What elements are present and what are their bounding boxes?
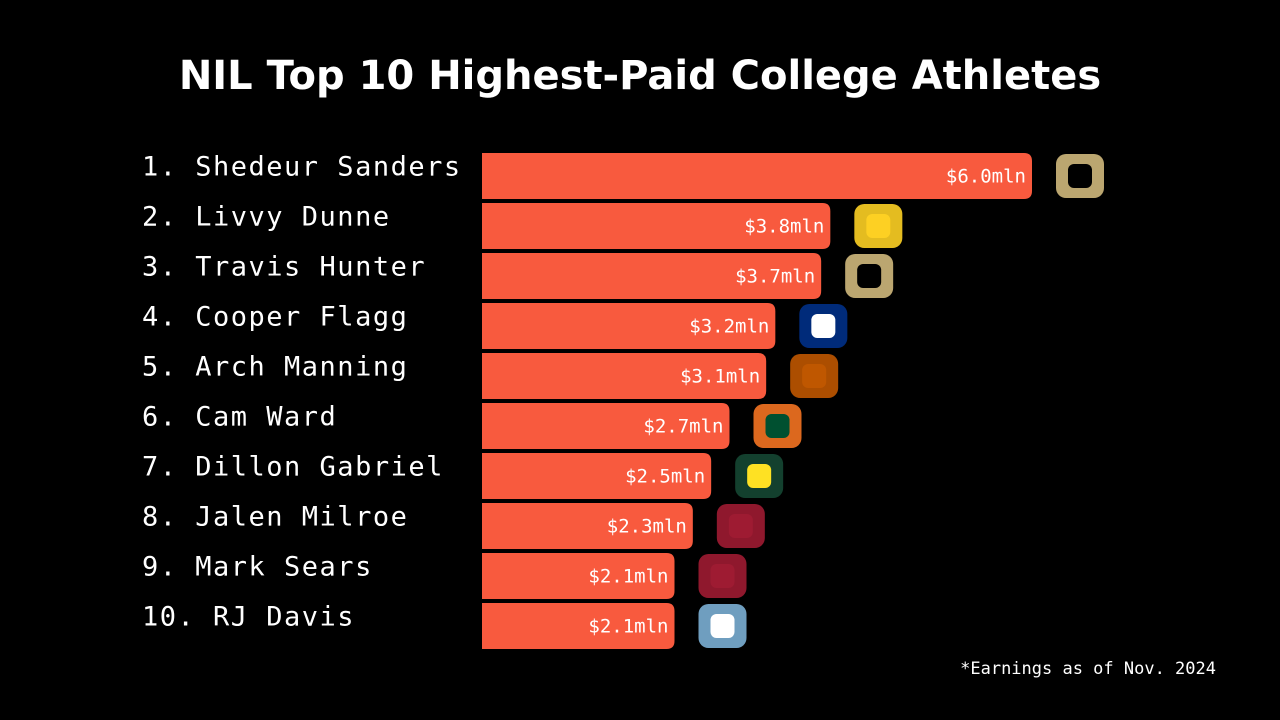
athlete-label: 5. Arch Manning [142, 352, 408, 383]
school-logo-inner [765, 414, 790, 438]
value-label: $2.3mln [607, 516, 687, 538]
school-logo-inner [1068, 164, 1092, 188]
bar [482, 553, 675, 599]
bar [482, 503, 693, 549]
value-label: $2.5mln [625, 466, 705, 488]
bar [482, 253, 822, 299]
athlete-label: 3. Travis Hunter [142, 252, 426, 283]
value-label: $3.2mln [689, 316, 769, 338]
athlete-label: 4. Cooper Flagg [142, 302, 408, 333]
footnote: *Earnings as of Nov. 2024 [960, 659, 1216, 679]
school-logo-inner [811, 314, 836, 338]
athlete-label: 8. Jalen Milroe [142, 502, 408, 533]
value-label: $3.8mln [744, 216, 824, 238]
value-label: $2.7mln [643, 416, 723, 438]
school-logo-inner [866, 214, 891, 238]
bar [482, 153, 1032, 199]
athlete-label: 6. Cam Ward [142, 402, 337, 433]
athlete-label: 2. Livvy Dunne [142, 202, 391, 233]
athlete-label: 10. RJ Davis [142, 602, 355, 633]
bar [482, 453, 712, 499]
value-label: $2.1mln [588, 616, 668, 638]
school-logo-inner [710, 564, 735, 588]
school-logo-inner [728, 514, 753, 538]
school-logo-inner [857, 264, 882, 288]
athlete-label: 9. Mark Sears [142, 552, 373, 583]
athlete-label: 1. Shedeur Sanders [142, 152, 462, 183]
bar [482, 203, 831, 249]
chart-title: NIL Top 10 Highest-Paid College Athletes [179, 53, 1101, 99]
school-logo-inner [747, 464, 772, 488]
school-logo-inner [710, 614, 735, 638]
school-logo-inner [802, 364, 827, 388]
value-label: $6.0mln [946, 166, 1026, 188]
bar [482, 403, 730, 449]
athlete-label: 7. Dillon Gabriel [142, 452, 444, 483]
value-label: $2.1mln [588, 566, 668, 588]
bar [482, 353, 767, 399]
bar [482, 303, 776, 349]
value-label: $3.1mln [680, 366, 760, 388]
bar [482, 603, 675, 649]
value-label: $3.7mln [735, 266, 815, 288]
